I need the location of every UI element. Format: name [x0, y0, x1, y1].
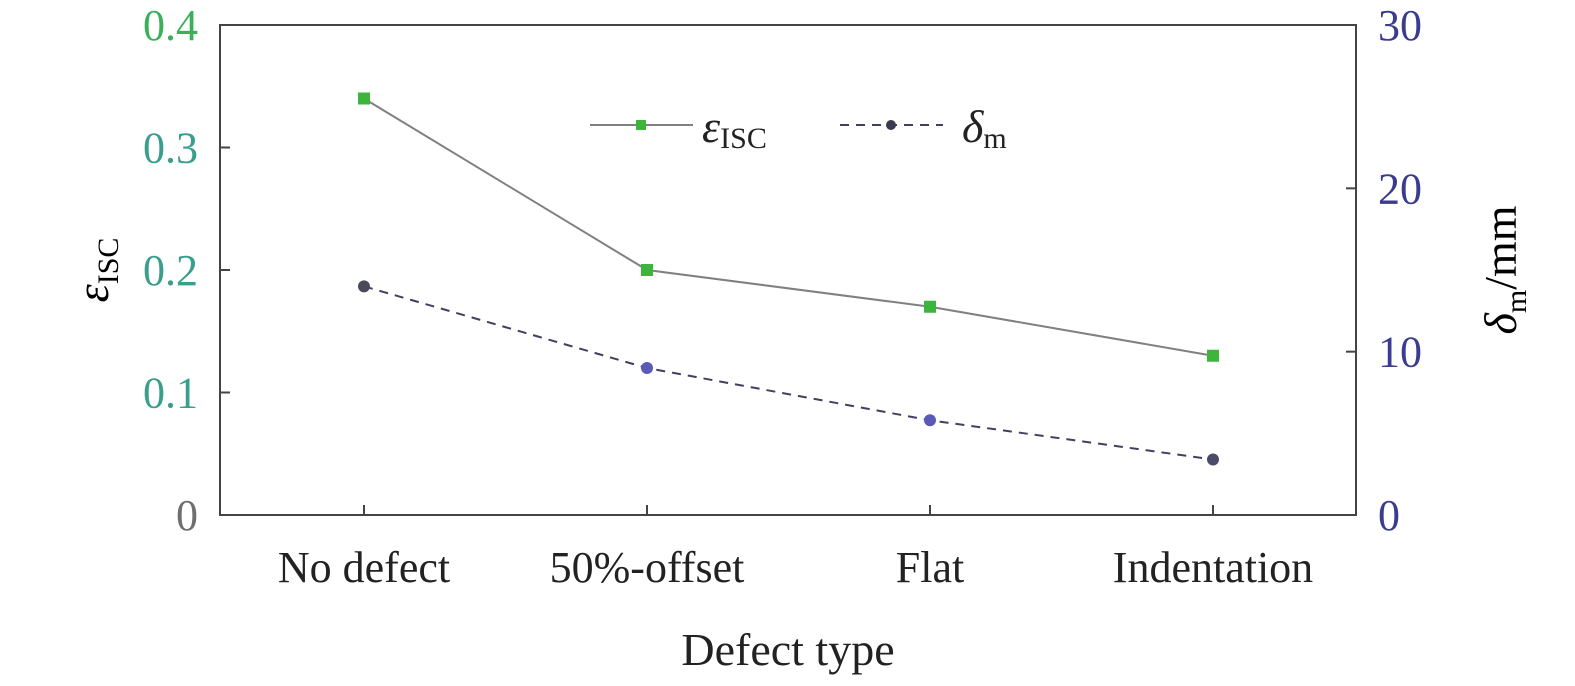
legend-marker-dm: [886, 120, 896, 130]
legend-label-eisc-sub: ISC: [720, 122, 767, 155]
left-axis-title-sub: ISC: [92, 238, 125, 285]
right-tick-label: 10: [1378, 328, 1422, 377]
right-axis-title-sub: m: [1500, 290, 1533, 313]
legend-label-dm-sub: m: [983, 122, 1006, 155]
series-1-point: [1207, 453, 1219, 466]
legend-marker-eisc: [636, 120, 646, 130]
x-tick-label: Flat: [896, 543, 964, 592]
right-tick-label: 30: [1378, 1, 1422, 50]
series-line-0: [363, 97, 1214, 357]
legend-label-eisc-main: ε: [702, 101, 721, 152]
right-axis-title-main: δ: [1475, 313, 1526, 335]
legend-label-eisc: εISC: [702, 101, 767, 155]
left-axis-title: εISC: [67, 238, 125, 303]
x-tick-label: No defect: [278, 543, 450, 592]
legend-label-dm-main: δ: [962, 101, 984, 152]
svg-text:εISC: εISC: [67, 238, 125, 303]
legend-label-dm: δm: [962, 101, 1007, 155]
plot-area-frame: [219, 24, 1357, 516]
left-tick-label: 0.3: [143, 124, 198, 173]
right-axis-ticks: 0 10 20 30: [1346, 1, 1422, 540]
x-tick-label: Indentation: [1113, 543, 1313, 592]
x-axis-ticks: No defect 50%-offset Flat Indentation: [278, 505, 1313, 592]
series-0-point: [358, 92, 370, 105]
right-tick-label: 0: [1378, 491, 1400, 540]
left-axis-ticks: 0 0.1 0.2 0.3 0.4: [143, 1, 230, 540]
left-tick-label: 0.4: [143, 1, 198, 50]
right-axis-title-unit: /mm: [1475, 205, 1526, 290]
series-layer: [358, 92, 1219, 466]
series-1-point: [924, 414, 936, 427]
series-line-1: [363, 285, 1214, 461]
series-1-point: [641, 362, 653, 374]
right-axis-title: δm/mm: [1475, 205, 1533, 334]
left-tick-label: 0: [176, 491, 198, 540]
x-tick-label: 50%-offset: [550, 543, 745, 592]
series-0-point: [641, 264, 653, 276]
x-axis-title: Defect type: [681, 624, 894, 675]
left-tick-label: 0.1: [143, 369, 198, 418]
left-tick-label: 0.2: [143, 246, 198, 295]
legend: εISC δm: [590, 101, 1007, 155]
left-axis-title-main: ε: [67, 283, 118, 302]
series-0-point: [924, 300, 936, 313]
svg-text:δm/mm: δm/mm: [1475, 205, 1533, 334]
right-tick-label: 20: [1378, 164, 1422, 213]
series-0-point: [1207, 349, 1219, 362]
series-1-point: [358, 280, 370, 293]
